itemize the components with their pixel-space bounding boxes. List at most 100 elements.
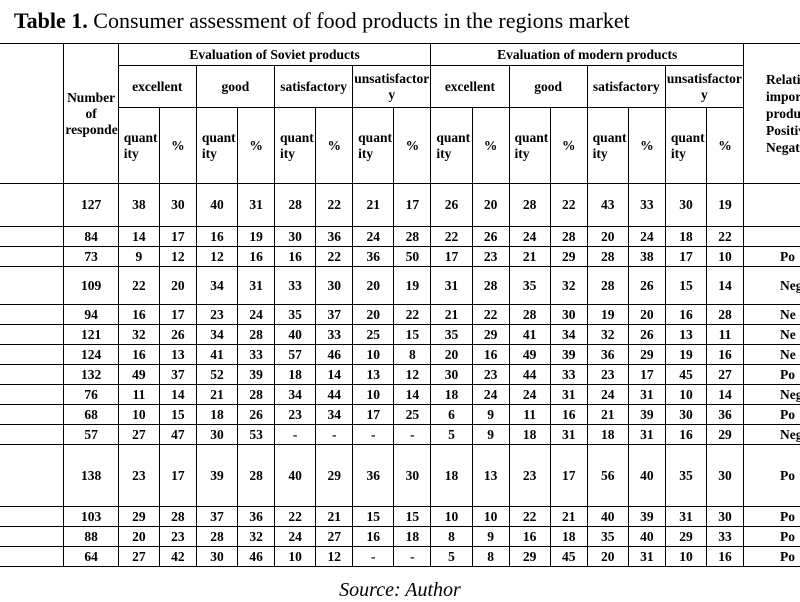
cell-value: 34	[315, 404, 354, 425]
cell-value: 13	[352, 364, 395, 385]
cell-relation: Po	[743, 404, 800, 425]
cell-value: 22	[315, 183, 354, 227]
cell-relation: Ne	[743, 344, 800, 365]
header-level-soviet-excellent: excellent	[117, 65, 197, 108]
table-caption: Table 1. Consumer assessment of food pro…	[14, 8, 630, 34]
cell-value: 21	[508, 246, 551, 267]
cell-value: 30	[430, 364, 473, 385]
cell-respondents: 124	[63, 344, 119, 365]
cell-value: 28	[508, 183, 551, 227]
cell-value: 24	[471, 384, 510, 405]
cell-respondents: 94	[63, 304, 119, 325]
table-row: er10329283736222115151010222140393130Po	[0, 506, 800, 527]
cell-value: 33	[315, 324, 354, 345]
table-row: ge12132263428403325153529413432261311Ne	[0, 324, 800, 345]
cell-value: 43	[586, 183, 629, 227]
cell-value: 31	[627, 424, 666, 445]
cell-value: 53	[237, 424, 276, 445]
cell-value: 17	[352, 404, 395, 425]
table-row: t1241613413357461082016493936291916Ne	[0, 344, 800, 365]
cell-value: 29	[315, 444, 354, 507]
cell-respondents: 57	[63, 424, 119, 445]
cell-value: 47	[158, 424, 197, 445]
cell-value: 30	[274, 226, 317, 247]
cell-value: 10	[430, 506, 473, 527]
cell-value: -	[315, 424, 354, 445]
cell-value: 29	[706, 424, 745, 445]
cell-value: 27	[117, 424, 160, 445]
header-quantity-soviet-excellent: quantity	[117, 107, 160, 184]
cell-value: 22	[706, 226, 745, 247]
cell-value: 16	[195, 226, 239, 247]
cell-value: 33	[237, 344, 276, 365]
cell-value: 16	[706, 344, 745, 365]
cell-value: 13	[471, 444, 510, 507]
cell-value: 45	[549, 546, 588, 567]
cell-value: 21	[315, 506, 354, 527]
cell-value: 32	[117, 324, 160, 345]
cell-value: 25	[352, 324, 395, 345]
cell-value: 32	[237, 526, 276, 547]
cell-value: 27	[315, 526, 354, 547]
cell-value: 42	[158, 546, 197, 567]
cell-value: 17	[664, 246, 708, 267]
cell-value: 32	[549, 266, 588, 305]
table-row: ry cts1273830403128222117262028224333301…	[0, 183, 800, 227]
cell-value: 10	[664, 546, 708, 567]
cell-value: 30	[549, 304, 588, 325]
cell-value: 10	[664, 384, 708, 405]
cell-value: 56	[586, 444, 629, 507]
cell-value: 31	[430, 266, 473, 305]
cell-goods: t	[0, 384, 65, 405]
cell-value: 28	[274, 183, 317, 227]
cell-value: 38	[627, 246, 666, 267]
cell-value: 36	[315, 226, 354, 247]
header-quantity-row: quantity% quantity% quantity% quantity% quan…	[0, 107, 800, 184]
cell-value: 34	[549, 324, 588, 345]
cell-value: 8	[430, 526, 473, 547]
cell-value: 20	[471, 183, 510, 227]
table-row: edds13249375239181413123023443323174527P…	[0, 364, 800, 385]
cell-value: 16	[664, 304, 708, 325]
cell-value: 29	[508, 546, 551, 567]
cell-value: 40	[274, 444, 317, 507]
cell-value: 20	[430, 344, 473, 365]
cell-value: 8	[393, 344, 432, 365]
cell-value: 26	[471, 226, 510, 247]
cell-value: 18	[430, 444, 473, 507]
cell-value: 34	[195, 266, 239, 305]
cell-respondents: 88	[63, 526, 119, 547]
header-percent-soviet-unsatisfactory: %	[393, 107, 432, 184]
cell-value: 19	[586, 304, 629, 325]
cell-value: 45	[664, 364, 708, 385]
cell-value: 29	[117, 506, 160, 527]
table-caption-text: Consumer assessment of food products in …	[93, 8, 630, 33]
cell-value: 40	[627, 444, 666, 507]
cell-value: 30	[664, 183, 708, 227]
cell-value: 30	[195, 424, 239, 445]
cell-value: 28	[393, 226, 432, 247]
cell-value: -	[393, 424, 432, 445]
cell-value: 24	[508, 226, 551, 247]
header-quantity-modern-satisfactory: quantity	[586, 107, 629, 184]
cell-value: 16	[117, 344, 160, 365]
cell-value: 18	[508, 424, 551, 445]
cell-value: 26	[627, 324, 666, 345]
cell-value: 34	[274, 384, 317, 405]
cell-value: 20	[586, 226, 629, 247]
header-respondents: Number of respondents	[63, 43, 119, 184]
header-percent-soviet-satisfactory: %	[315, 107, 354, 184]
cell-value: 40	[274, 324, 317, 345]
cell-value: 18	[549, 526, 588, 547]
cell-value: 40	[195, 183, 239, 227]
cell-value: 22	[117, 266, 160, 305]
cell-relation: Po	[743, 526, 800, 547]
cell-value: 14	[315, 364, 354, 385]
cell-respondents: 127	[63, 183, 119, 227]
cell-value: 22	[508, 506, 551, 527]
cell-value: 19	[706, 183, 745, 227]
cell-value: 30	[393, 444, 432, 507]
table-caption-label: Table 1.	[14, 8, 88, 33]
cell-value: 17	[627, 364, 666, 385]
cell-value: 16	[549, 404, 588, 425]
